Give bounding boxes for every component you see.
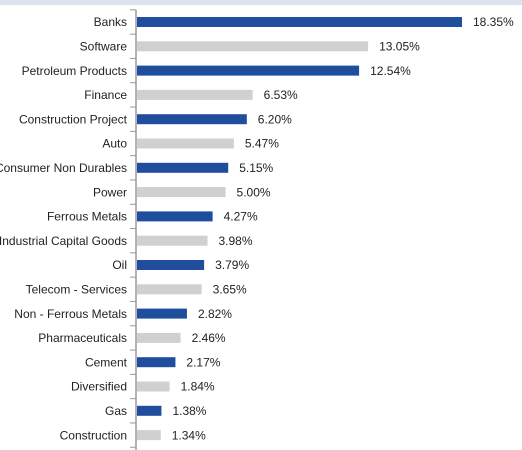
bar	[137, 284, 202, 295]
bar	[137, 308, 187, 319]
category-label: Gas	[105, 404, 127, 418]
value-label: 13.05%	[379, 39, 420, 53]
category-label: Auto	[102, 137, 127, 151]
category-label: Telecom - Services	[26, 282, 127, 296]
value-label: 18.35%	[473, 15, 514, 29]
bar	[137, 41, 369, 52]
category-label: Oil	[112, 258, 127, 272]
category-label: Ferrous Metals	[47, 210, 127, 224]
category-label: Construction	[60, 428, 127, 442]
category-label: Non - Ferrous Metals	[14, 307, 127, 321]
category-label: Consumer Non Durables	[0, 161, 127, 175]
category-label: Petroleum Products	[22, 64, 127, 78]
bar	[137, 430, 161, 441]
bar	[137, 235, 208, 246]
value-label: 5.15%	[239, 161, 273, 175]
bar	[137, 187, 226, 198]
value-label: 5.47%	[245, 137, 279, 151]
category-label: Pharmaceuticals	[38, 331, 127, 345]
category-label: Power	[93, 185, 127, 199]
bar	[137, 211, 213, 222]
bar	[137, 405, 162, 416]
value-label: 1.34%	[172, 428, 206, 442]
bar	[137, 162, 229, 173]
value-label: 2.46%	[192, 331, 226, 345]
category-label: Software	[80, 39, 128, 53]
bar	[137, 381, 170, 392]
category-label: Construction Project	[19, 112, 128, 126]
category-label: Industrial Capital Goods	[0, 234, 127, 248]
bar	[137, 357, 176, 368]
category-label: Cement	[85, 355, 128, 369]
bar	[137, 114, 247, 125]
bar	[137, 89, 253, 100]
value-label: 6.20%	[258, 112, 292, 126]
bar	[137, 138, 234, 149]
value-label: 3.79%	[215, 258, 249, 272]
value-label: 5.00%	[237, 185, 271, 199]
category-label: Diversified	[71, 380, 127, 394]
value-label: 3.65%	[213, 282, 247, 296]
value-label: 2.82%	[198, 307, 232, 321]
value-label: 3.98%	[218, 234, 252, 248]
value-label: 12.54%	[370, 64, 411, 78]
bar	[137, 332, 181, 343]
category-label: Finance	[84, 88, 127, 102]
value-label: 6.53%	[264, 88, 298, 102]
category-label: Banks	[94, 15, 127, 29]
bar	[137, 65, 360, 76]
bar	[137, 17, 462, 27]
value-label: 2.17%	[186, 355, 220, 369]
bar	[137, 260, 205, 270]
value-label: 1.38%	[172, 404, 206, 418]
top-strip	[0, 0, 522, 5]
value-label: 4.27%	[224, 210, 258, 224]
value-label: 1.84%	[181, 380, 215, 394]
